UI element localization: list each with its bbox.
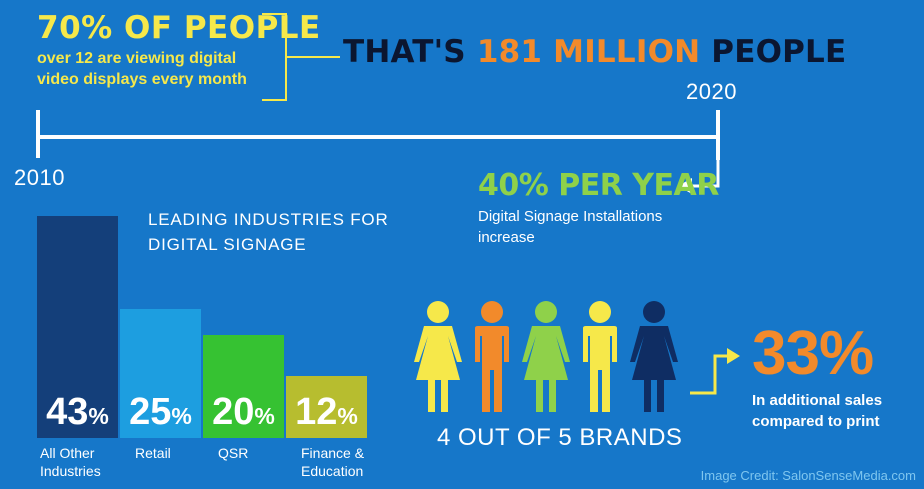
growth-arrow-head: [678, 178, 692, 194]
headline-suffix: PEOPLE: [700, 34, 847, 70]
sales-arrow-head: [727, 348, 740, 364]
timeline-end-year: 2020: [686, 79, 737, 104]
brands-caption: 4 OUT OF 5 BRANDS: [437, 424, 683, 451]
brand-figures: [414, 301, 678, 412]
headline-prefix: THAT'S: [343, 34, 477, 70]
headline-number: 181 MILLION: [476, 34, 701, 70]
person-icon: [475, 301, 509, 412]
person-icon: [414, 301, 462, 412]
stat-percent-heading: 70% OF PEOPLE: [37, 10, 321, 46]
sales-arrow: [690, 354, 730, 395]
growth-title: 40% PER YEAR: [478, 168, 719, 203]
person-icon: [522, 301, 570, 412]
growth-description: Digital Signage Installations increase: [478, 208, 663, 246]
image-credit: Image Credit: SalonSenseMedia.com: [700, 468, 916, 483]
growth-arrow: [688, 158, 720, 188]
sales-description: In additional sales compared to print: [752, 392, 883, 430]
person-icon: [630, 301, 678, 412]
stat-description: over 12 are viewing digital video displa…: [37, 50, 247, 88]
bracket-line: [262, 13, 340, 101]
headline: THAT'S 181 MILLION PEOPLE: [343, 34, 846, 70]
person-icon: [583, 301, 617, 412]
timeline-start-year: 2010: [14, 165, 65, 190]
industries-heading: LEADING INDUSTRIES FOR DIGITAL SIGNAGE: [148, 210, 389, 254]
sales-percent: 33%: [752, 319, 874, 388]
